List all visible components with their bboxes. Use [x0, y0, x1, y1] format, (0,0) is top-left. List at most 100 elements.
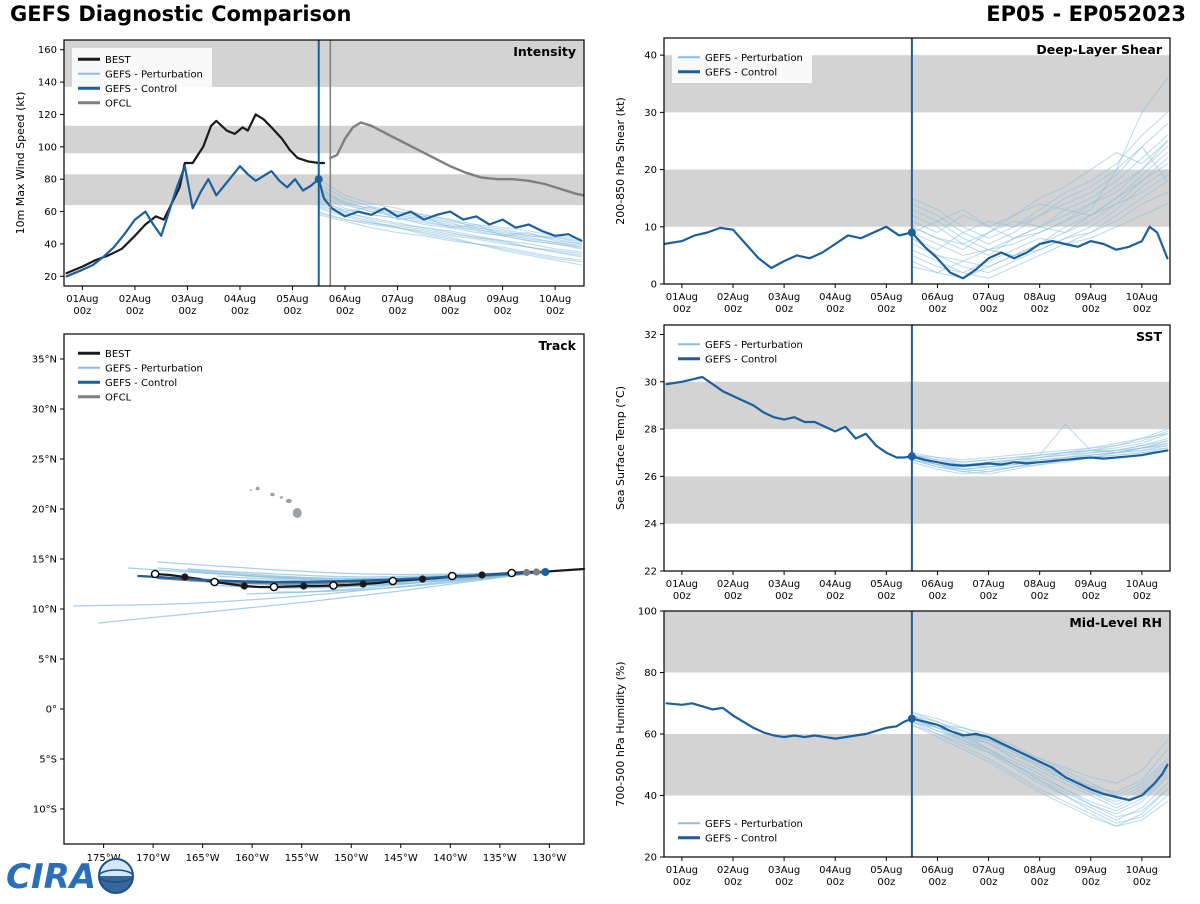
x-tick-sublabel: 00z [1082, 304, 1100, 315]
track-marker-open [210, 577, 219, 587]
x-tick-label: 06Aug [921, 292, 953, 303]
series-group [65, 40, 584, 286]
y-axis-label: Sea Surface Temp (°C) [614, 386, 627, 510]
category-band [664, 476, 1170, 524]
x-tick-sublabel: 00z [928, 304, 946, 315]
track-marker-gray [532, 568, 541, 576]
perturbation-member-line [911, 191, 1168, 279]
legend-box [672, 333, 812, 370]
x-tick-sublabel: 00z [1031, 304, 1049, 315]
track-chart-svg: 35°N 30°N 25°N 20°N 15°N 10°N 5°N 0° 5°S 10°S 175°… [32, 333, 586, 864]
x-tick-label: 01Aug [666, 865, 698, 876]
control-line-pre [665, 375, 913, 459]
track-marker-open [447, 571, 457, 581]
track-marker-filled [478, 571, 486, 579]
page-title: GEFS Diagnostic Comparison [10, 2, 352, 26]
perturbation-member-line [911, 163, 1168, 256]
track-marker-open [329, 581, 338, 590]
category-band [664, 611, 1170, 673]
x-tick-label: 08Aug [1024, 865, 1056, 876]
lon-tick-label: 155°W [285, 853, 319, 864]
perturbation-member-line [911, 430, 1168, 463]
x-tick-label: 01Aug [666, 579, 698, 590]
perturbation-member-line [911, 203, 1168, 279]
series-group [665, 325, 1169, 571]
perturbation-member-line [911, 714, 1168, 784]
panel-title: SST [1136, 329, 1162, 344]
x-tick-label: 03Aug [171, 294, 203, 305]
forecast-marker-dot [907, 228, 916, 237]
y-tick-label: 30 [644, 377, 657, 388]
category-band [664, 734, 1170, 796]
y-tick-label: 40 [644, 51, 657, 62]
lat-tick-label: 10°N [32, 605, 57, 616]
legend-label: GEFS - Perturbation [705, 53, 803, 64]
perturbation-track [73, 571, 546, 607]
shear-chart-svg: 01020304001Aug00z02Aug00z03Aug00z04Aug00… [614, 37, 1171, 315]
x-tick-sublabel: 00z [980, 877, 998, 888]
track-marker-filled [359, 580, 367, 588]
track-marker-filled [240, 582, 248, 590]
x-tick-sublabel: 00z [1133, 591, 1151, 602]
control-line-post [317, 178, 583, 242]
x-tick-sublabel: 00z [336, 306, 354, 317]
x-tick-sublabel: 00z [1133, 304, 1151, 315]
x-tick-label: 05Aug [870, 292, 902, 303]
lon-tick-label: 160°W [235, 853, 269, 864]
perturbation-member-line [318, 183, 582, 243]
x-tick-sublabel: 00z [441, 306, 459, 317]
island-hawaii [285, 498, 292, 504]
sst-panel: 22 24 26 28 30 32 01Aug 00z 02Aug 00z 03Aug 00z 04Au… [608, 313, 1192, 613]
perturbation-member-line [911, 111, 1168, 239]
x-tick-label: 01Aug [666, 292, 698, 303]
x-tick-sublabel: 00z [775, 304, 793, 315]
plot-frame [63, 39, 585, 287]
perturbation-member-line [911, 180, 1168, 274]
x-tick-sublabel: 00z [1031, 591, 1049, 602]
storm-id: EP05 - EP052023 [986, 2, 1186, 26]
x-tick-label: 04Aug [819, 579, 851, 590]
x-tick-sublabel: 00z [546, 306, 564, 317]
y-tick-label: 40 [44, 239, 57, 250]
panel-title: Deep-Layer Shear [1036, 42, 1162, 57]
perturbation-track [98, 571, 546, 624]
y-tick-label: 60 [644, 730, 657, 741]
x-tick-sublabel: 00z [1031, 877, 1049, 888]
x-tick-label: 02Aug [717, 579, 749, 590]
perturbation-member-line [911, 440, 1168, 470]
x-tick-label: 08Aug [1024, 292, 1056, 303]
x-tick-sublabel: 00z [231, 306, 249, 317]
lon-tick-label: 165°W [186, 853, 220, 864]
x-tick-label: 06Aug [921, 579, 953, 590]
legend-label: OFCL [105, 392, 132, 403]
intensity-chart-svg: 2040608010012014016001Aug00z02Aug00z03Au… [14, 39, 585, 317]
y-tick-label: 80 [44, 175, 57, 186]
y-tick-label: 40 [644, 791, 657, 802]
perturbation-member-line [318, 194, 582, 250]
x-tick-label: 06Aug [921, 865, 953, 876]
x-tick-label: 10Aug [1126, 579, 1158, 590]
perturbation-member-line [911, 134, 1168, 245]
x-tick-sublabel: 00z [1082, 591, 1100, 602]
perturbation-member-line [318, 207, 582, 266]
x-tick-sublabel: 00z [1082, 877, 1100, 888]
shear-panel: 0 10 20 30 40 01Aug 00z 02Aug 00z 03Aug 00z 04Aug 00… [608, 26, 1192, 326]
x-tick-label: 07Aug [972, 292, 1004, 303]
lat-tick-label: 5°S [39, 755, 57, 766]
lon-tick-label: 170°W [136, 853, 170, 864]
track-marker-open [269, 582, 279, 592]
y-tick-label: 100 [638, 607, 657, 618]
lat-tick-label: 35°N [32, 355, 57, 366]
track-marker-current [541, 568, 550, 576]
y-tick-label: 32 [644, 330, 657, 341]
intensity-panel: 20 40 60 80 100 120 140 160 01Aug 00z 02Aug 00z 03Au… [8, 28, 590, 328]
best-line [65, 113, 326, 275]
cira-logo: CIRA [4, 852, 154, 904]
x-tick-label: 04Aug [819, 865, 851, 876]
plot-frame [63, 333, 585, 845]
perturbation-member-line [318, 204, 582, 255]
x-tick-sublabel: 00z [494, 306, 512, 317]
x-tick-sublabel: 00z [73, 306, 91, 317]
legend-label: BEST [105, 349, 132, 360]
x-tick-sublabel: 00z [877, 877, 895, 888]
